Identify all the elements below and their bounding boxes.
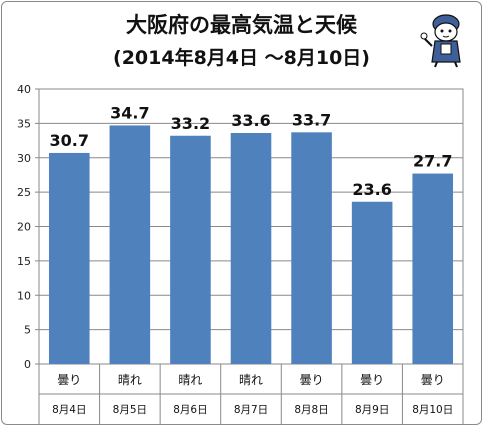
date-label-5: 8月9日 bbox=[355, 404, 389, 416]
chart-title: 大阪府の最高気温と天候 bbox=[126, 13, 357, 37]
chart-subtitle: (2014年8月4日 〜8月10日) bbox=[113, 47, 370, 69]
date-label-4: 8月8日 bbox=[294, 404, 328, 416]
bar-4 bbox=[291, 132, 332, 364]
bar-2 bbox=[170, 135, 211, 364]
date-label-3: 8月7日 bbox=[234, 404, 268, 416]
weather-label-1: 晴れ bbox=[118, 373, 142, 387]
date-label-0: 8月4日 bbox=[52, 404, 86, 416]
bar-5 bbox=[351, 201, 393, 364]
weather-label-3: 晴れ bbox=[239, 373, 263, 387]
bar-1 bbox=[109, 125, 151, 364]
data-label-0: 30.7 bbox=[50, 131, 89, 150]
data-label-4: 33.7 bbox=[292, 110, 331, 129]
y-tick-label-4: 20 bbox=[17, 221, 31, 234]
weather-label-5: 曇り bbox=[360, 373, 384, 387]
data-label-2: 33.2 bbox=[171, 114, 210, 133]
y-tick-label-3: 15 bbox=[17, 255, 31, 268]
date-label-1: 8月5日 bbox=[113, 404, 147, 416]
y-tick-label-2: 10 bbox=[17, 289, 31, 302]
weather-label-2: 晴れ bbox=[178, 373, 202, 387]
data-label-3: 33.6 bbox=[231, 111, 270, 130]
y-tick-label-1: 5 bbox=[24, 324, 31, 337]
bar-6 bbox=[412, 173, 454, 364]
y-tick-label-6: 30 bbox=[17, 152, 31, 165]
bar-3 bbox=[230, 133, 272, 364]
data-label-5: 23.6 bbox=[352, 180, 391, 199]
mascot-icon bbox=[420, 14, 461, 68]
weather-label-4: 曇り bbox=[300, 373, 324, 387]
y-tick-label-0: 0 bbox=[24, 358, 31, 371]
y-tick-label-5: 25 bbox=[17, 186, 31, 199]
y-tick-label-7: 35 bbox=[17, 117, 31, 130]
y-tick-label-8: 40 bbox=[17, 83, 31, 96]
data-label-1: 34.7 bbox=[110, 103, 149, 122]
date-label-6: 8月10日 bbox=[412, 404, 453, 416]
data-label-6: 27.7 bbox=[413, 152, 452, 171]
bar-0 bbox=[48, 152, 90, 364]
date-label-2: 8月6日 bbox=[173, 404, 207, 416]
weather-label-0: 曇り bbox=[57, 373, 81, 387]
weather-label-6: 曇り bbox=[421, 373, 445, 387]
